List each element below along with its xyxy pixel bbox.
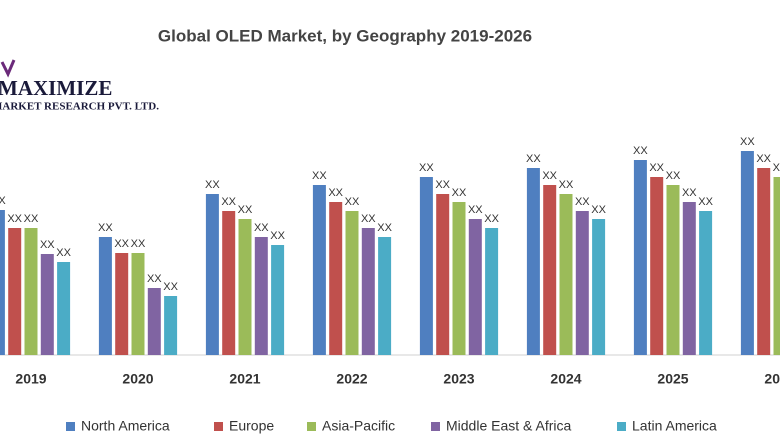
- bar: [131, 253, 145, 355]
- legend-label: Middle East & Africa: [446, 418, 571, 434]
- x-tick-label: 2026: [764, 371, 780, 387]
- data-label: XX: [575, 196, 590, 208]
- data-label: XX: [666, 170, 681, 182]
- bar: [378, 237, 392, 355]
- data-label: XX: [452, 187, 467, 199]
- data-label: XX: [40, 239, 55, 251]
- x-tick-label: 2019: [15, 371, 46, 387]
- data-label: XX: [682, 187, 697, 199]
- data-label: XX: [98, 222, 113, 234]
- data-label: XX: [698, 196, 713, 208]
- data-label: XX: [312, 170, 327, 182]
- x-tick-label: 2025: [657, 371, 688, 387]
- bar: [164, 296, 178, 355]
- data-label: XX: [163, 281, 178, 293]
- bar: [254, 237, 268, 355]
- data-label: XX: [756, 153, 771, 165]
- bar: [329, 202, 343, 355]
- bar: [147, 288, 161, 355]
- data-label: XX: [205, 179, 220, 191]
- legend-swatch: [307, 422, 316, 431]
- legend-swatch: [617, 422, 626, 431]
- bar: [592, 219, 606, 355]
- x-tick-label: 2020: [122, 371, 153, 387]
- bar: [361, 228, 375, 355]
- data-label: XX: [377, 222, 392, 234]
- x-tick-label: 2024: [550, 371, 581, 387]
- bar: [205, 194, 219, 355]
- bar: [238, 219, 252, 355]
- bar: [419, 177, 433, 355]
- bar: [559, 194, 573, 355]
- bar: [666, 185, 680, 355]
- data-label: XX: [484, 213, 499, 225]
- data-label: XX: [542, 170, 557, 182]
- bar: [436, 194, 450, 355]
- legend-swatch: [214, 422, 223, 431]
- bar: [757, 168, 771, 355]
- bar: [575, 211, 589, 355]
- bar: [773, 177, 780, 355]
- bar: [452, 202, 466, 355]
- bar: [40, 254, 54, 355]
- legend-label: Asia-Pacific: [322, 418, 395, 434]
- legend-swatch: [66, 422, 75, 431]
- data-label: XX: [526, 153, 541, 165]
- data-label: XX: [361, 213, 376, 225]
- x-tick-label: 2021: [229, 371, 260, 387]
- logo-mark: [0, 59, 16, 78]
- bar: [543, 185, 557, 355]
- data-label: XX: [56, 247, 71, 259]
- logo-subtitle: MARKET RESEARCH PVT. LTD.: [0, 101, 159, 113]
- legend-label: Europe: [229, 418, 274, 434]
- bar: [312, 185, 326, 355]
- data-label: XX: [131, 238, 146, 250]
- bar: [24, 228, 38, 355]
- bar: [526, 168, 540, 355]
- bar: [8, 228, 22, 355]
- bar: [222, 211, 236, 355]
- bar: [468, 219, 482, 355]
- data-label: XX: [773, 162, 780, 174]
- data-label: XX: [345, 196, 360, 208]
- data-label: XX: [24, 213, 39, 225]
- data-label: XX: [468, 204, 483, 216]
- data-label: XX: [633, 145, 648, 157]
- data-label: XX: [591, 204, 606, 216]
- data-label: XX: [435, 179, 450, 191]
- bar: [633, 160, 647, 355]
- bar: [57, 262, 71, 355]
- bar: [682, 202, 696, 355]
- legend-swatch: [431, 422, 440, 431]
- data-label: XX: [419, 162, 434, 174]
- data-label: XX: [221, 196, 236, 208]
- data-label: XX: [740, 136, 755, 148]
- bar: [271, 245, 285, 355]
- bar: [650, 177, 664, 355]
- data-label: XX: [147, 273, 162, 285]
- data-label: XX: [559, 179, 574, 191]
- data-label: XX: [0, 195, 6, 207]
- bar: [699, 211, 713, 355]
- bar: [345, 211, 359, 355]
- logo-name: MAXIMIZE: [0, 76, 112, 100]
- bar: [0, 210, 5, 355]
- data-label: XX: [328, 187, 343, 199]
- bar: [485, 228, 499, 355]
- chart-title: Global OLED Market, by Geography 2019-20…: [158, 26, 532, 45]
- data-label: XX: [7, 213, 22, 225]
- bar: [98, 237, 112, 355]
- legend-label: Latin America: [632, 418, 717, 434]
- bar: [740, 151, 754, 355]
- x-tick-label: 2023: [443, 371, 474, 387]
- x-tick-label: 2022: [336, 371, 367, 387]
- bar: [115, 253, 129, 355]
- data-label: XX: [114, 238, 129, 250]
- data-label: XX: [254, 222, 269, 234]
- data-label: XX: [270, 230, 285, 242]
- data-label: XX: [238, 204, 253, 216]
- data-label: XX: [649, 162, 664, 174]
- legend-label: North America: [81, 418, 170, 434]
